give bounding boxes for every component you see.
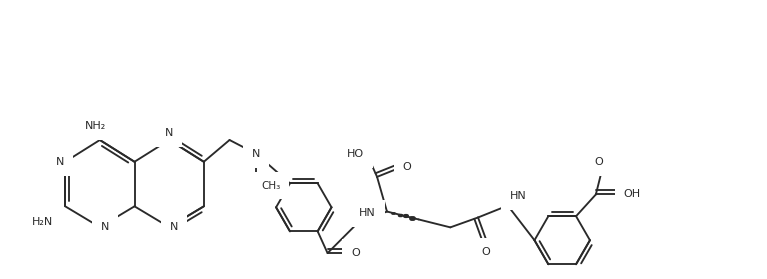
Text: O: O <box>403 162 412 172</box>
Text: N: N <box>170 222 179 232</box>
Text: HN: HN <box>359 208 376 218</box>
Text: H₂N: H₂N <box>32 217 54 227</box>
Text: CH₃: CH₃ <box>262 181 281 191</box>
Text: N: N <box>252 149 261 159</box>
Text: O: O <box>482 247 490 257</box>
Text: N: N <box>165 128 173 138</box>
Text: NH₂: NH₂ <box>85 121 107 131</box>
Text: O: O <box>351 248 360 258</box>
Text: HO: HO <box>347 149 364 159</box>
Text: N: N <box>56 157 64 167</box>
Text: O: O <box>594 157 603 167</box>
Text: HN: HN <box>510 191 526 201</box>
Text: N: N <box>100 222 109 232</box>
Text: OH: OH <box>624 189 640 199</box>
